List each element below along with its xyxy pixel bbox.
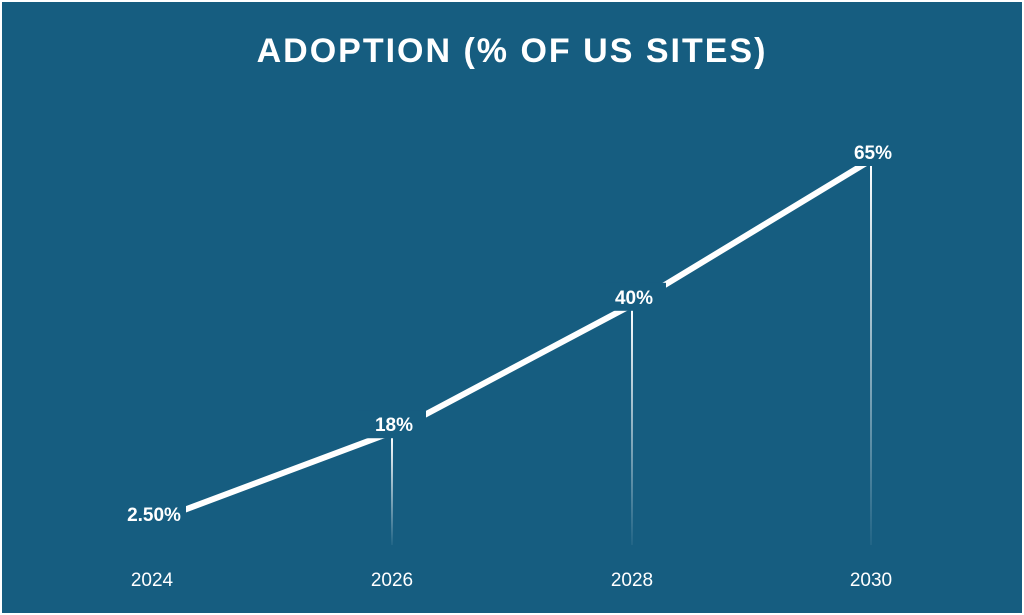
- data-label-2028: 40%: [615, 288, 653, 309]
- drop-line-2026: [391, 436, 393, 545]
- data-label-bg: [598, 282, 666, 311]
- data-label-bg: [118, 500, 186, 528]
- chart-title: ADOPTION (% OF US SITES): [256, 32, 768, 70]
- x-tick-label-2030: 2030: [850, 570, 892, 591]
- x-tick-label-2024: 2024: [131, 570, 174, 591]
- data-label-2024: 2.50%: [127, 505, 181, 526]
- x-tick-label-2028: 2028: [611, 570, 653, 591]
- data-label-2026: 18%: [375, 415, 413, 436]
- drop-line-2030: [870, 164, 872, 545]
- series-line: [150, 157, 873, 525]
- data-label-2030: 65%: [854, 143, 892, 164]
- data-label-bg: [837, 138, 905, 166]
- x-tick-label-2026: 2026: [371, 570, 413, 591]
- drop-line-2028: [631, 308, 633, 545]
- data-label-bg: [358, 410, 426, 439]
